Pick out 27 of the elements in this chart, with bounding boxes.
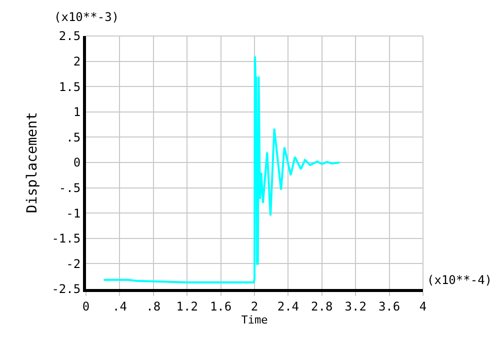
x-tick-label: .4 — [112, 299, 127, 314]
y-tick-label: .5 — [66, 130, 81, 144]
y-tick-label: -.5 — [58, 181, 81, 195]
y-tick-label: 2.5 — [58, 29, 81, 44]
y-tick-label: -2.5 — [52, 282, 81, 296]
y-tick-label: 0 — [73, 156, 81, 170]
text: (x10**-4) — [427, 273, 492, 287]
x-axis-title: Time — [241, 314, 268, 327]
y-tick-label: 2 — [73, 54, 81, 68]
y-tick-label: 1.5 — [58, 80, 81, 94]
y-tick-label: -1 — [66, 206, 81, 220]
x-tick-label: 1.6 — [210, 299, 232, 314]
x-tick-label: 1.2 — [176, 299, 198, 314]
line-series — [102, 55, 341, 284]
x-tick-label: 4 — [419, 299, 427, 314]
x-tick-label: 2 — [250, 299, 258, 314]
x-tick-label: .8 — [146, 299, 161, 314]
x-tick-label: 3.6 — [378, 299, 400, 314]
x-tick-label: 3.2 — [344, 299, 366, 314]
y-tick-label: -2 — [66, 256, 81, 271]
y-tick-label: -1.5 — [52, 232, 81, 246]
x-tick-label: 2.4 — [277, 299, 300, 314]
x-tick-label: 2.8 — [311, 299, 333, 314]
y-tick-label: 1 — [73, 105, 81, 120]
y-axis-title: Displacement — [24, 112, 40, 214]
x-tick-label: 0 — [82, 299, 90, 314]
text: (x10**-3) — [54, 10, 120, 24]
